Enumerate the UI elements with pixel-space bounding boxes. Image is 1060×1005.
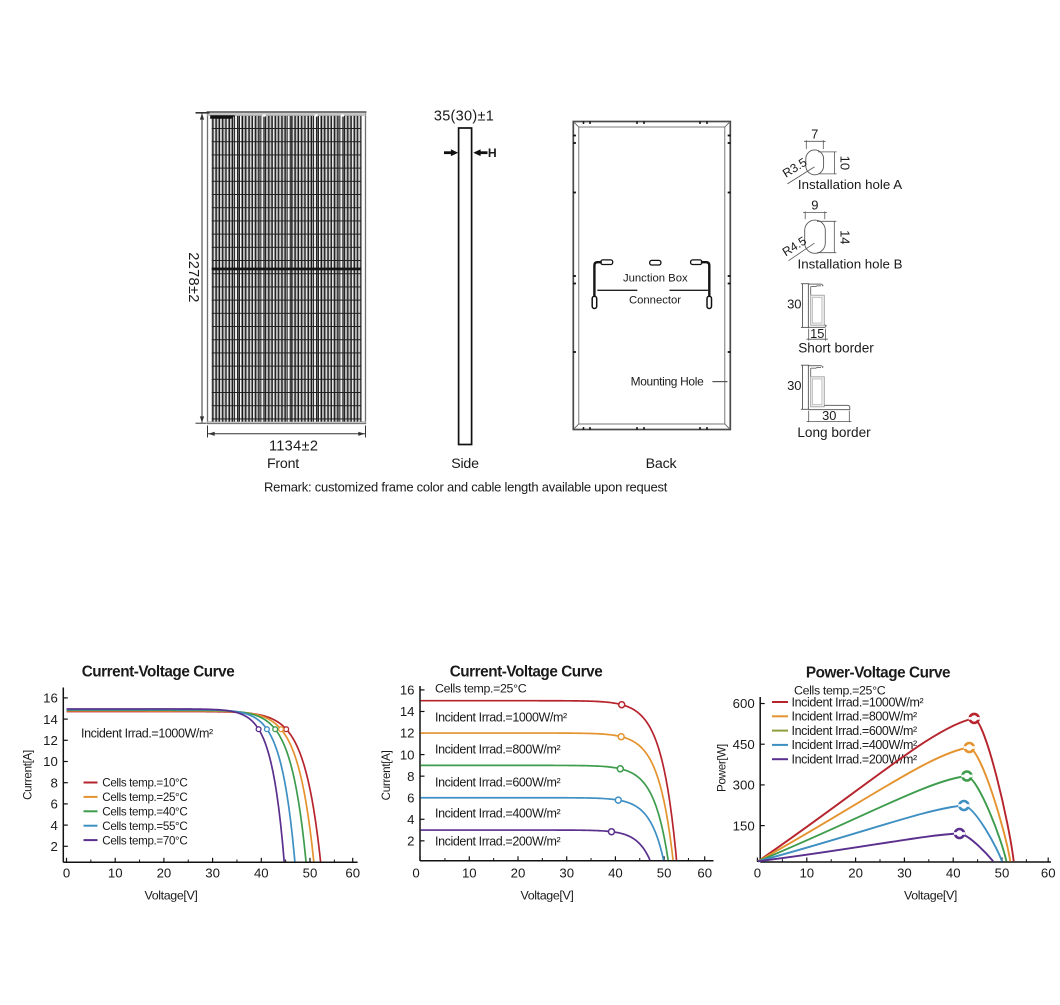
svg-text:10: 10 <box>462 865 477 880</box>
svg-text:9: 9 <box>811 198 818 213</box>
svg-text:15: 15 <box>810 326 824 341</box>
svg-text:450: 450 <box>733 737 755 752</box>
svg-text:10: 10 <box>108 865 123 880</box>
svg-text:50: 50 <box>303 865 318 880</box>
svg-text:14: 14 <box>837 230 852 244</box>
svg-text:Cells temp.=55°C: Cells temp.=55°C <box>102 820 187 833</box>
svg-text:14: 14 <box>43 712 58 727</box>
svg-text:Back: Back <box>646 456 678 472</box>
svg-text:Installation hole B: Installation hole B <box>798 257 903 272</box>
svg-text:Incident Irrad.=400W/m²: Incident Irrad.=400W/m² <box>792 738 917 752</box>
svg-text:300: 300 <box>733 778 755 793</box>
svg-text:Mounting Hole: Mounting Hole <box>631 375 704 389</box>
svg-text:20: 20 <box>848 865 863 880</box>
svg-text:12: 12 <box>400 726 415 741</box>
svg-text:Cells temp.=70°C: Cells temp.=70°C <box>102 834 187 847</box>
svg-text:Short border: Short border <box>798 340 874 355</box>
svg-text:50: 50 <box>995 865 1010 880</box>
svg-text:35(30)±1: 35(30)±1 <box>434 109 494 125</box>
svg-text:10: 10 <box>400 747 415 762</box>
svg-text:Junction Box: Junction Box <box>623 273 688 285</box>
svg-text:4: 4 <box>407 812 414 827</box>
svg-text:1134±2: 1134±2 <box>269 439 318 455</box>
svg-text:Voltage[V]: Voltage[V] <box>904 889 957 903</box>
svg-text:Remark: customized frame color: Remark: customized frame color and cable… <box>264 480 668 495</box>
svg-text:30: 30 <box>787 296 801 311</box>
svg-text:40: 40 <box>608 865 623 880</box>
svg-text:Long border: Long border <box>797 425 871 440</box>
svg-text:Incident Irrad.=400W/m²: Incident Irrad.=400W/m² <box>435 806 560 820</box>
svg-text:Connector: Connector <box>629 295 681 307</box>
svg-text:2: 2 <box>50 839 57 854</box>
svg-text:H: H <box>488 146 497 160</box>
svg-text:60: 60 <box>345 865 360 880</box>
svg-text:8: 8 <box>50 775 57 790</box>
svg-text:30: 30 <box>205 865 220 880</box>
svg-text:6: 6 <box>407 790 414 805</box>
svg-text:Cells temp.=25°C: Cells temp.=25°C <box>435 682 527 696</box>
svg-text:10: 10 <box>43 754 58 769</box>
svg-text:Incident Irrad.=600W/m²: Incident Irrad.=600W/m² <box>792 724 917 738</box>
svg-text:600: 600 <box>733 696 755 711</box>
svg-text:Voltage[V]: Voltage[V] <box>521 889 574 903</box>
svg-text:14: 14 <box>400 704 415 719</box>
svg-text:Cells temp.=10°C: Cells temp.=10°C <box>102 777 187 790</box>
svg-text:20: 20 <box>511 865 526 880</box>
svg-text:Incident Irrad.=200W/m²: Incident Irrad.=200W/m² <box>792 753 917 767</box>
svg-text:Front: Front <box>267 456 299 472</box>
svg-text:0: 0 <box>754 865 761 880</box>
svg-text:Current[A]: Current[A] <box>380 750 393 800</box>
svg-text:Incident Irrad.=1000W/m²: Incident Irrad.=1000W/m² <box>792 695 924 709</box>
svg-text:Incident Irrad.=1000W/m²: Incident Irrad.=1000W/m² <box>81 727 213 741</box>
svg-text:16: 16 <box>43 691 58 706</box>
svg-text:60: 60 <box>1041 865 1056 880</box>
svg-text:0: 0 <box>412 865 419 880</box>
svg-text:20: 20 <box>157 865 172 880</box>
svg-text:Cells temp.=25°C: Cells temp.=25°C <box>794 684 886 698</box>
svg-text:Incident Irrad.=800W/m²: Incident Irrad.=800W/m² <box>435 742 560 756</box>
svg-text:Current-Voltage Curve: Current-Voltage Curve <box>82 664 235 681</box>
svg-text:Installation hole A: Installation hole A <box>798 177 902 192</box>
svg-text:16: 16 <box>400 683 415 698</box>
svg-text:30: 30 <box>822 408 836 423</box>
svg-text:Side: Side <box>451 456 479 472</box>
svg-text:40: 40 <box>946 865 961 880</box>
svg-text:6: 6 <box>50 797 57 812</box>
svg-text:8: 8 <box>407 769 414 784</box>
svg-text:2: 2 <box>407 834 414 849</box>
svg-text:12: 12 <box>43 733 58 748</box>
svg-text:Voltage[V]: Voltage[V] <box>145 889 198 903</box>
svg-text:40: 40 <box>254 865 269 880</box>
svg-text:Power-Voltage Curve: Power-Voltage Curve <box>806 665 950 682</box>
svg-text:Incident Irrad.=200W/m²: Incident Irrad.=200W/m² <box>435 834 560 848</box>
svg-text:4: 4 <box>50 818 57 833</box>
svg-text:Power[W]: Power[W] <box>716 744 729 792</box>
svg-text:Current[A]: Current[A] <box>22 750 35 800</box>
svg-text:Current-Voltage Curve: Current-Voltage Curve <box>450 664 603 681</box>
svg-text:30: 30 <box>559 865 574 880</box>
svg-text:Incident Irrad.=800W/m²: Incident Irrad.=800W/m² <box>792 710 917 724</box>
svg-text:7: 7 <box>811 127 818 142</box>
svg-text:10: 10 <box>799 865 814 880</box>
svg-text:50: 50 <box>657 865 672 880</box>
svg-text:0: 0 <box>63 865 70 880</box>
svg-text:60: 60 <box>697 865 712 880</box>
svg-text:10: 10 <box>838 156 853 170</box>
svg-text:Cells temp.=40°C: Cells temp.=40°C <box>102 806 187 819</box>
svg-text:2278±2: 2278±2 <box>185 252 201 302</box>
svg-text:Incident Irrad.=600W/m²: Incident Irrad.=600W/m² <box>435 775 560 789</box>
svg-text:150: 150 <box>733 818 755 833</box>
svg-text:30: 30 <box>897 865 912 880</box>
svg-text:Incident Irrad.=1000W/m²: Incident Irrad.=1000W/m² <box>435 710 567 724</box>
svg-text:Cells temp.=25°C: Cells temp.=25°C <box>102 791 187 804</box>
svg-text:30: 30 <box>787 378 801 393</box>
